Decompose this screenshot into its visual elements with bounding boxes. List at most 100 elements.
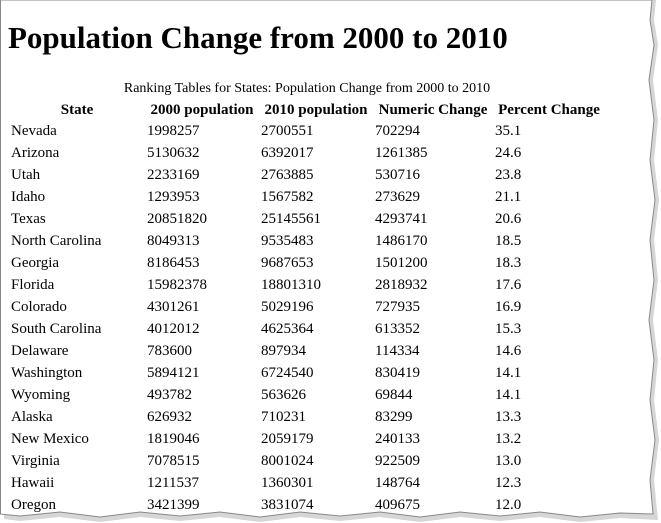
table-caption: Ranking Tables for States: Population Ch… bbox=[123, 81, 491, 96]
number-cell: 783600 bbox=[147, 342, 192, 359]
number-cell: 830419 bbox=[375, 364, 420, 381]
state-cell: Delaware bbox=[11, 342, 69, 359]
table-row: New Mexico 1819046 2059179 240133 13.2 bbox=[10, 428, 604, 450]
state-cell: South Carolina bbox=[11, 320, 102, 337]
number-cell: 4012012 bbox=[147, 320, 200, 337]
state-cell: North Carolina bbox=[11, 232, 102, 249]
state-cell: Virginia bbox=[11, 452, 60, 469]
table-row: South Carolina 4012012 4625364 613352 15.3 bbox=[10, 318, 604, 340]
header-row: State 2000 population 2010 population Numer… bbox=[10, 100, 604, 120]
table-row: Hawaii 1211537 1360301 148764 12.3 bbox=[10, 472, 604, 494]
number-cell: 18801310 bbox=[261, 276, 321, 293]
number-cell: 9535483 bbox=[261, 232, 314, 249]
number-cell: 626932 bbox=[147, 408, 192, 425]
number-cell: 35.1 bbox=[495, 122, 522, 139]
number-cell: 7078515 bbox=[147, 452, 200, 469]
column-header: 2010 population bbox=[264, 101, 368, 118]
number-cell: 13.3 bbox=[495, 408, 522, 425]
table-row: Wyoming 493782 563626 69844 14.1 bbox=[10, 384, 604, 406]
number-cell: 9687653 bbox=[261, 254, 314, 271]
state-cell: Washington bbox=[11, 364, 83, 381]
table-row: Virginia 7078515 8001024 922509 13.0 bbox=[10, 450, 604, 472]
state-cell: Alaska bbox=[11, 408, 53, 425]
number-cell: 114334 bbox=[375, 342, 420, 359]
table-row: Utah 2233169 2763885 530716 23.8 bbox=[10, 164, 604, 186]
number-cell: 5894121 bbox=[147, 364, 200, 381]
number-cell: 1567582 bbox=[261, 188, 314, 205]
table-row: Florida 15982378 18801310 2818932 17.6 bbox=[10, 274, 604, 296]
number-cell: 18.5 bbox=[495, 232, 522, 249]
number-cell: 727935 bbox=[375, 298, 420, 315]
number-cell: 922509 bbox=[375, 452, 420, 469]
table-row: Idaho 1293953 1567582 273629 21.1 bbox=[10, 186, 604, 208]
table-row: Georgia 8186453 9687653 1501200 18.3 bbox=[10, 252, 604, 274]
number-cell: 530716 bbox=[375, 166, 420, 183]
number-cell: 1998257 bbox=[147, 122, 200, 139]
number-cell: 702294 bbox=[375, 122, 420, 139]
state-cell: Utah bbox=[11, 166, 41, 183]
state-cell: Florida bbox=[11, 276, 55, 293]
number-cell: 897934 bbox=[261, 342, 306, 359]
number-cell: 4293741 bbox=[375, 210, 428, 227]
number-cell: 17.6 bbox=[495, 276, 522, 293]
number-cell: 5029196 bbox=[261, 298, 314, 315]
number-cell: 409675 bbox=[375, 496, 420, 513]
page-title: Population Change from 2000 to 2010 bbox=[8, 20, 508, 55]
number-cell: 1819046 bbox=[147, 430, 200, 447]
number-cell: 1360301 bbox=[261, 474, 314, 491]
table-row: Texas 20851820 25145561 4293741 20.6 bbox=[10, 208, 604, 230]
column-header: 2000 population bbox=[150, 101, 254, 118]
number-cell: 2763885 bbox=[261, 166, 314, 183]
number-cell: 13.0 bbox=[495, 452, 522, 469]
number-cell: 493782 bbox=[147, 386, 192, 403]
state-cell: Oregon bbox=[11, 496, 56, 513]
number-cell: 20851820 bbox=[147, 210, 207, 227]
number-cell: 24.6 bbox=[495, 144, 522, 161]
state-cell: Hawaii bbox=[11, 474, 55, 491]
number-cell: 14.6 bbox=[495, 342, 522, 359]
number-cell: 3421399 bbox=[147, 496, 200, 513]
number-cell: 563626 bbox=[261, 386, 306, 403]
number-cell: 2059179 bbox=[261, 430, 314, 447]
number-cell: 25145561 bbox=[261, 210, 321, 227]
state-cell: Idaho bbox=[11, 188, 46, 205]
number-cell: 613352 bbox=[375, 320, 420, 337]
number-cell: 1486170 bbox=[375, 232, 428, 249]
number-cell: 240133 bbox=[375, 430, 420, 447]
number-cell: 23.8 bbox=[495, 166, 522, 183]
table-row: Nevada 1998257 2700551 702294 35.1 bbox=[10, 120, 604, 142]
number-cell: 8049313 bbox=[147, 232, 200, 249]
state-cell: Colorado bbox=[11, 298, 67, 315]
number-cell: 6392017 bbox=[261, 144, 314, 161]
number-cell: 13.2 bbox=[495, 430, 522, 447]
table-row: Alaska 626932 710231 83299 13.3 bbox=[10, 406, 604, 428]
number-cell: 20.6 bbox=[495, 210, 522, 227]
number-cell: 710231 bbox=[261, 408, 306, 425]
number-cell: 2700551 bbox=[261, 122, 314, 139]
number-cell: 8001024 bbox=[261, 452, 314, 469]
state-cell: Arizona bbox=[11, 144, 60, 161]
state-cell: Nevada bbox=[11, 122, 57, 139]
state-cell: New Mexico bbox=[11, 430, 89, 447]
column-header: Numeric Change bbox=[378, 101, 488, 118]
table-row: Colorado 4301261 5029196 727935 16.9 bbox=[10, 296, 604, 318]
table-row: Oregon 3421399 3831074 409675 12.0 bbox=[10, 494, 604, 515]
number-cell: 14.1 bbox=[495, 386, 522, 403]
number-cell: 1293953 bbox=[147, 188, 200, 205]
table-body: Nevada 1998257 2700551 702294 35.1 Arizona 513… bbox=[10, 120, 604, 515]
number-cell: 18.3 bbox=[495, 254, 522, 271]
number-cell: 4301261 bbox=[147, 298, 200, 315]
number-cell: 15982378 bbox=[147, 276, 207, 293]
number-cell: 2233169 bbox=[147, 166, 200, 183]
document: Population Change from 2000 to 2010 Rank… bbox=[8, 20, 606, 515]
table-row: North Carolina 8049313 9535483 1486170 18.5 bbox=[10, 230, 604, 252]
number-cell: 83299 bbox=[375, 408, 413, 425]
number-cell: 8186453 bbox=[147, 254, 200, 271]
ranking-table: Ranking Tables for States: Population Ch… bbox=[8, 78, 606, 515]
number-cell: 12.0 bbox=[495, 496, 522, 513]
number-cell: 3831074 bbox=[261, 496, 314, 513]
state-cell: Texas bbox=[11, 210, 46, 227]
number-cell: 5130632 bbox=[147, 144, 200, 161]
number-cell: 15.3 bbox=[495, 320, 522, 337]
